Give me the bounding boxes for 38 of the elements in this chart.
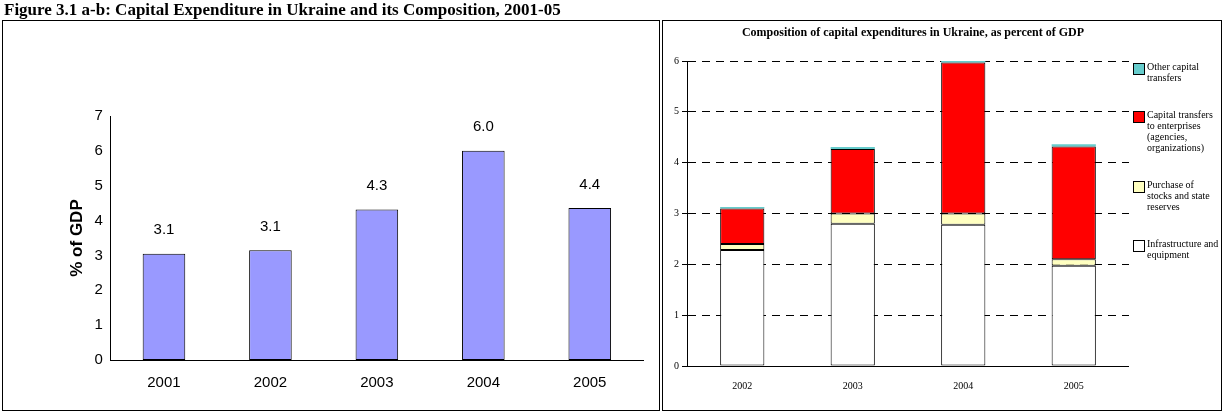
y-tick-label: 5	[674, 105, 679, 117]
x-tick-label: 2005	[573, 373, 607, 391]
x-tick-label: 2004	[953, 379, 974, 391]
x-tick-label: 2003	[360, 373, 394, 391]
x-tick-label: 2004	[466, 373, 501, 391]
chart-title: Composition of capital expenditures in Ukraine, as percent of GDP	[740, 25, 1086, 40]
y-tick-label: 0	[94, 350, 103, 368]
y-tick-label: 4	[94, 210, 103, 228]
x-tick-label: 2002	[732, 379, 753, 391]
data-label: 4.3	[366, 176, 388, 194]
y-tick-label: 6	[674, 54, 679, 66]
x-tick-label: 2001	[147, 373, 181, 391]
y-tick-label: 3	[674, 207, 679, 219]
data-label: 6.0	[472, 117, 494, 135]
y-tick-label: 2	[674, 257, 679, 269]
legend-label: Other capital transfers	[1147, 61, 1200, 83]
legend-label: Capital transfers to enterprises (agencies, organizations)	[1147, 109, 1214, 153]
y-tick-label: 6	[94, 141, 103, 158]
y-tick-label: 1	[674, 308, 679, 320]
y-tick-label: 2	[94, 280, 103, 298]
bar	[830, 146, 875, 149]
data-label: 4.4	[579, 174, 601, 192]
y-tick-label: 7	[94, 106, 103, 124]
chart-title: Figure 3.1 a-b: Capital Expenditure in Ukraine and its Composition, 2001-05	[4, 0, 561, 20]
x-tick-label: 2005	[1063, 379, 1084, 391]
y-tick-label: 3	[94, 245, 103, 263]
data-label: 3.1	[153, 220, 175, 238]
y-tick-label: 5	[94, 175, 103, 193]
bar	[1051, 144, 1096, 147]
x-tick-label: 2003	[842, 379, 863, 391]
data-label: 3.1	[259, 216, 281, 234]
text: Infrastructure and equipment	[1147, 238, 1220, 260]
y-tick-label: 1	[94, 315, 103, 333]
y-axis-title: % of GDP	[66, 199, 86, 277]
y-tick-label: 0	[674, 359, 679, 371]
x-tick-label: 2002	[253, 373, 288, 391]
legend-label: Purchase of stocks and state reserves	[1147, 179, 1211, 212]
y-tick-label: 4	[674, 156, 679, 168]
